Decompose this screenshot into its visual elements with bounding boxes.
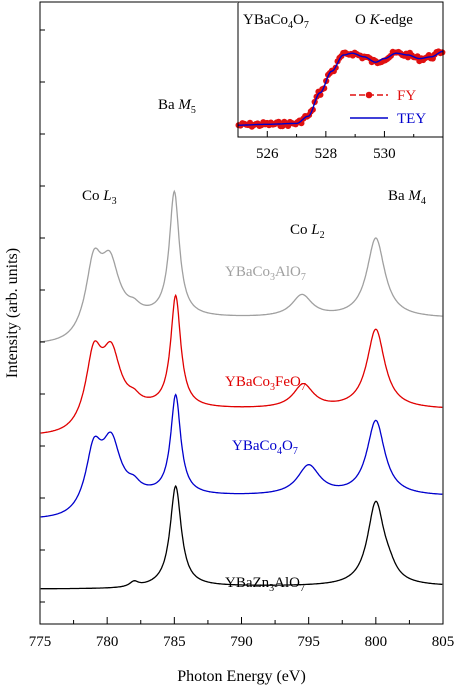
annotation-co-l2: Co L2 [290, 222, 325, 241]
series-line-0 [40, 189, 443, 343]
series-labels-group: YBaCo3AlO7 YBaCo3FeO7 YBaCo4O7 YBaZn3AlO7 [225, 264, 306, 594]
inset-x-tick-label-528: 528 [315, 146, 338, 162]
legend-fy-label: FY [397, 88, 416, 104]
series-label-0: YBaCo3AlO7 [225, 264, 306, 283]
inset-x-axis: 526 528 530 [256, 131, 415, 162]
inset-chart: 526 528 530 YBaCo4O7 O K-edge FY TEY [235, 1, 446, 162]
peak-annotations-group: Co L3 Ba M5 Co L2 Ba M4 [82, 97, 426, 241]
main-y-ticks [40, 29, 45, 603]
inset-frame [237, 1, 444, 138]
inset-x-tick-label-526: 526 [256, 146, 279, 162]
y-axis-label: Intensity (arb. units) [4, 248, 21, 378]
legend-tey-label: TEY [397, 111, 426, 127]
inset-plot-group [235, 48, 446, 130]
x-tick-label-780: 780 [96, 634, 119, 650]
series-label-1: YBaCo3FeO7 [225, 374, 306, 393]
inset-legend: FY TEY [350, 88, 426, 127]
series-label-3: YBaZn3AlO7 [225, 575, 305, 594]
series-line-2 [40, 393, 443, 518]
inset-edge-label: O K-edge [355, 12, 413, 28]
x-tick-label-805: 805 [432, 634, 455, 650]
series-label-2: YBaCo4O7 [232, 438, 298, 457]
x-tick-label-795: 795 [297, 634, 320, 650]
inset-title: YBaCo4O7 [243, 12, 309, 31]
annotation-ba-m4: Ba M4 [388, 188, 426, 207]
series-line-3 [40, 484, 443, 590]
series-line-1 [40, 293, 443, 434]
inset-fy-point [439, 49, 446, 56]
x-tick-label-785: 785 [163, 634, 186, 650]
x-tick-label-800: 800 [365, 634, 388, 650]
inset-tey-line [238, 50, 443, 126]
legend-fy-marker [365, 91, 373, 99]
inset-background [237, 2, 443, 137]
annotation-co-l3: Co L3 [82, 188, 117, 207]
x-tick-label-790: 790 [230, 634, 253, 650]
inset-x-tick-label-530: 530 [373, 146, 396, 162]
x-axis-label: Photon Energy (eV) [177, 668, 306, 685]
x-tick-label-775: 775 [29, 634, 52, 650]
main-x-axis: 775 780 785 790 795 800 805 [29, 617, 455, 650]
annotation-ba-m5: Ba M5 [158, 97, 196, 116]
main-series-group [40, 189, 443, 590]
